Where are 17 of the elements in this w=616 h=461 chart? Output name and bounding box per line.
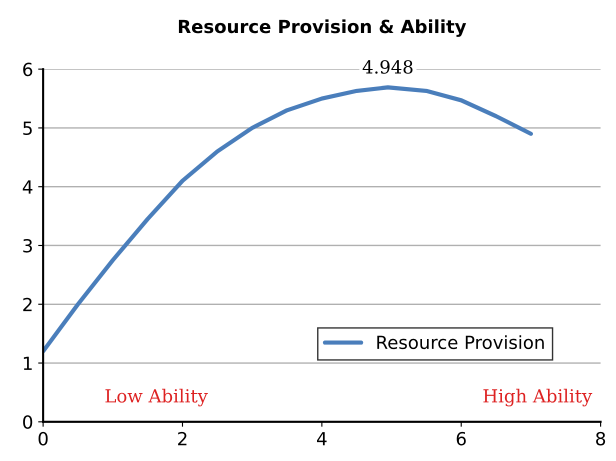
x-tick-label: 4 — [317, 432, 327, 446]
y-tick-label: 0 — [23, 415, 32, 429]
x-tick-label: 8 — [596, 432, 606, 446]
y-tick-label: 1 — [24, 356, 32, 370]
annotation: 4.948 — [362, 60, 413, 74]
y-tick-label: 2 — [23, 298, 32, 312]
chart-title: Resource Provision & Ability — [178, 19, 466, 37]
annotation: High Ability — [483, 388, 592, 406]
y-tick-label: 6 — [23, 62, 32, 76]
y-tick-label: 5 — [23, 122, 32, 136]
y-tick-label: 4 — [22, 180, 32, 194]
annotation: Low Ability — [105, 388, 208, 406]
legend-label: Resource Provision — [377, 335, 544, 350]
y-tick-label: 3 — [23, 238, 32, 253]
x-tick-label: 6 — [456, 432, 466, 446]
x-tick-label: 0 — [38, 432, 48, 446]
x-tick-label: 2 — [178, 432, 186, 446]
